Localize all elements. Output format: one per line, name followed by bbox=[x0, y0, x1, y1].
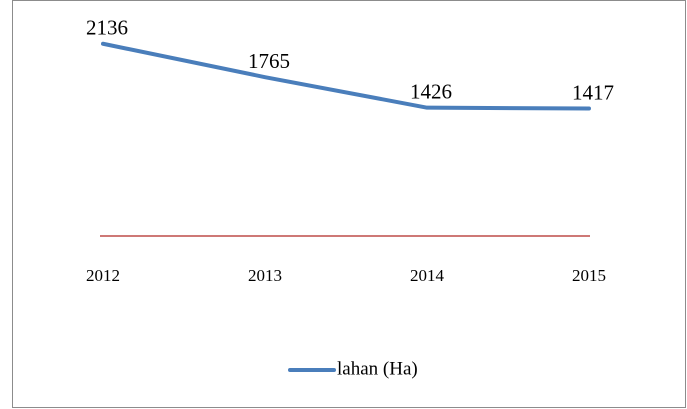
data-label: 1417 bbox=[572, 80, 614, 104]
data-label: 1765 bbox=[248, 49, 290, 73]
x-tick-label: 2014 bbox=[410, 266, 445, 285]
data-label: 2136 bbox=[86, 16, 128, 40]
chart-frame bbox=[12, 0, 686, 408]
x-tick-label: 2012 bbox=[86, 266, 120, 285]
legend-label: lahan (Ha) bbox=[337, 358, 418, 379]
data-line bbox=[101, 41, 591, 111]
data-label: 1426 bbox=[410, 79, 452, 103]
x-tick-label: 2015 bbox=[572, 266, 606, 285]
x-tick-label: 2013 bbox=[248, 266, 282, 285]
